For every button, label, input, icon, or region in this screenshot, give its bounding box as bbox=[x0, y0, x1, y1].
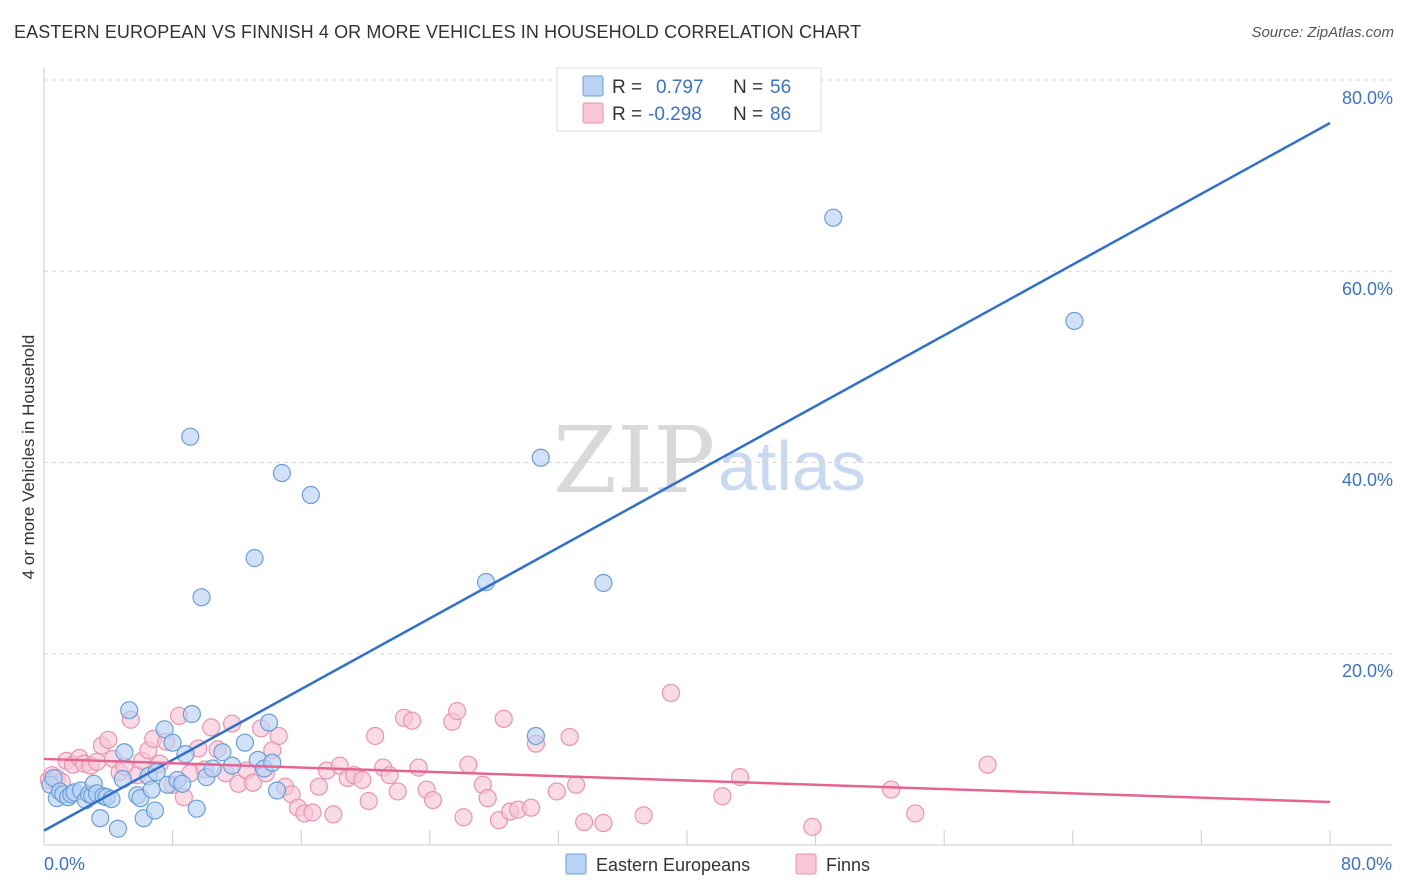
chart-title: EASTERN EUROPEAN VS FINNISH 4 OR MORE VE… bbox=[14, 22, 862, 42]
grid-lines bbox=[44, 79, 1392, 655]
finns-point bbox=[359, 791, 378, 811]
x-tick-label-0: 0.0% bbox=[44, 854, 85, 874]
finns-point bbox=[547, 782, 566, 801]
finns-point bbox=[409, 758, 428, 777]
eastern-point bbox=[531, 448, 550, 467]
eastern-point bbox=[824, 208, 843, 227]
eastern-point bbox=[235, 733, 255, 752]
eastern-point bbox=[203, 759, 222, 778]
finns-point bbox=[494, 709, 513, 728]
legend-swatch-finns bbox=[582, 102, 604, 124]
finns-point bbox=[99, 730, 118, 749]
finns-point bbox=[366, 726, 385, 746]
y-tick-label-60: 60.0% bbox=[1342, 279, 1393, 299]
eastern-point bbox=[213, 743, 232, 762]
finns-point bbox=[388, 782, 407, 801]
finns-point bbox=[269, 726, 288, 746]
eastern-point bbox=[181, 427, 200, 446]
finns-point bbox=[978, 755, 997, 774]
legend-n-label-finns: N = bbox=[733, 104, 763, 125]
eastern-point bbox=[245, 549, 264, 568]
watermark-atlas: atlas bbox=[718, 427, 866, 505]
finns-point bbox=[423, 790, 443, 810]
finns-point bbox=[459, 755, 478, 774]
series-legend: Eastern Europeans Finns bbox=[565, 853, 870, 875]
finns-point bbox=[594, 813, 613, 833]
eastern-point bbox=[187, 799, 206, 818]
y-tick-label-80: 80.0% bbox=[1342, 88, 1393, 108]
legend-r-value-finns: -0.298 bbox=[648, 104, 702, 125]
eastern-point bbox=[301, 485, 320, 505]
finns-point bbox=[521, 798, 541, 817]
eastern-point bbox=[173, 774, 192, 793]
eastern-point bbox=[267, 781, 287, 800]
finns-point bbox=[575, 812, 594, 832]
eastern-point bbox=[163, 733, 182, 752]
eastern-point bbox=[259, 713, 279, 732]
finns-point bbox=[560, 727, 579, 747]
eastern-point bbox=[108, 819, 128, 838]
finns-trend-line bbox=[43, 757, 1331, 804]
eastern-point bbox=[142, 780, 161, 799]
legend-r-value-eastern: 0.797 bbox=[656, 77, 704, 98]
trend-lines bbox=[43, 121, 1331, 832]
eastern-point bbox=[526, 726, 545, 746]
finns-point bbox=[882, 780, 901, 799]
eastern-point bbox=[91, 809, 110, 828]
x-tick-label-80: 80.0% bbox=[1341, 854, 1392, 874]
finns-point bbox=[353, 770, 372, 790]
y-tick-label-20: 20.0% bbox=[1342, 661, 1393, 681]
watermark-zip: ZIP bbox=[553, 407, 715, 514]
series-legend-swatch-eastern bbox=[565, 853, 587, 875]
series-legend-label-finns: Finns bbox=[826, 855, 870, 875]
finns-point bbox=[448, 702, 467, 721]
eastern-point bbox=[182, 704, 201, 724]
finns-point bbox=[309, 777, 328, 796]
eastern-point bbox=[192, 588, 211, 607]
finns-point bbox=[906, 804, 925, 823]
finns-point bbox=[478, 789, 497, 808]
finns-point bbox=[303, 803, 322, 822]
series-legend-label-eastern: Eastern Europeans bbox=[596, 855, 750, 875]
legend-n-value-eastern: 56 bbox=[770, 77, 791, 98]
finns-point bbox=[454, 808, 473, 827]
series-legend-swatch-finns bbox=[795, 853, 817, 875]
legend-n-label-eastern: N = bbox=[733, 77, 763, 98]
legend-swatch-eastern bbox=[582, 75, 604, 97]
eastern-point bbox=[272, 463, 292, 483]
finns-point bbox=[713, 787, 732, 806]
finns-point bbox=[634, 806, 653, 825]
correlation-legend: R = 0.797 N = 56 R = -0.298 N = 86 bbox=[556, 67, 822, 132]
finns-point bbox=[803, 817, 822, 836]
eastern-point bbox=[594, 573, 613, 593]
eastern-point bbox=[115, 743, 134, 762]
finns-point bbox=[566, 775, 586, 794]
finns-point bbox=[661, 683, 681, 703]
source-label: Source: ZipAtlas.com bbox=[1251, 24, 1394, 41]
finns-point bbox=[324, 805, 343, 824]
eastern-point bbox=[1065, 311, 1084, 331]
y-tick-label-40: 40.0% bbox=[1342, 470, 1393, 490]
finns-point bbox=[243, 773, 263, 792]
eastern-point bbox=[120, 701, 139, 720]
x-tick-marks bbox=[43, 830, 1331, 845]
legend-r-label-eastern: R = bbox=[612, 77, 642, 98]
eastern-trend-line bbox=[43, 121, 1331, 832]
eastern-point bbox=[263, 753, 282, 772]
y-axis-label: 4 or more Vehicles in Household bbox=[19, 335, 38, 580]
finns-point bbox=[202, 718, 221, 737]
legend-r-label-finns: R = bbox=[612, 104, 642, 125]
eastern-point bbox=[145, 801, 165, 820]
legend-n-value-finns: 86 bbox=[770, 104, 791, 125]
finns-point bbox=[403, 711, 422, 730]
eastern-point bbox=[155, 720, 174, 739]
